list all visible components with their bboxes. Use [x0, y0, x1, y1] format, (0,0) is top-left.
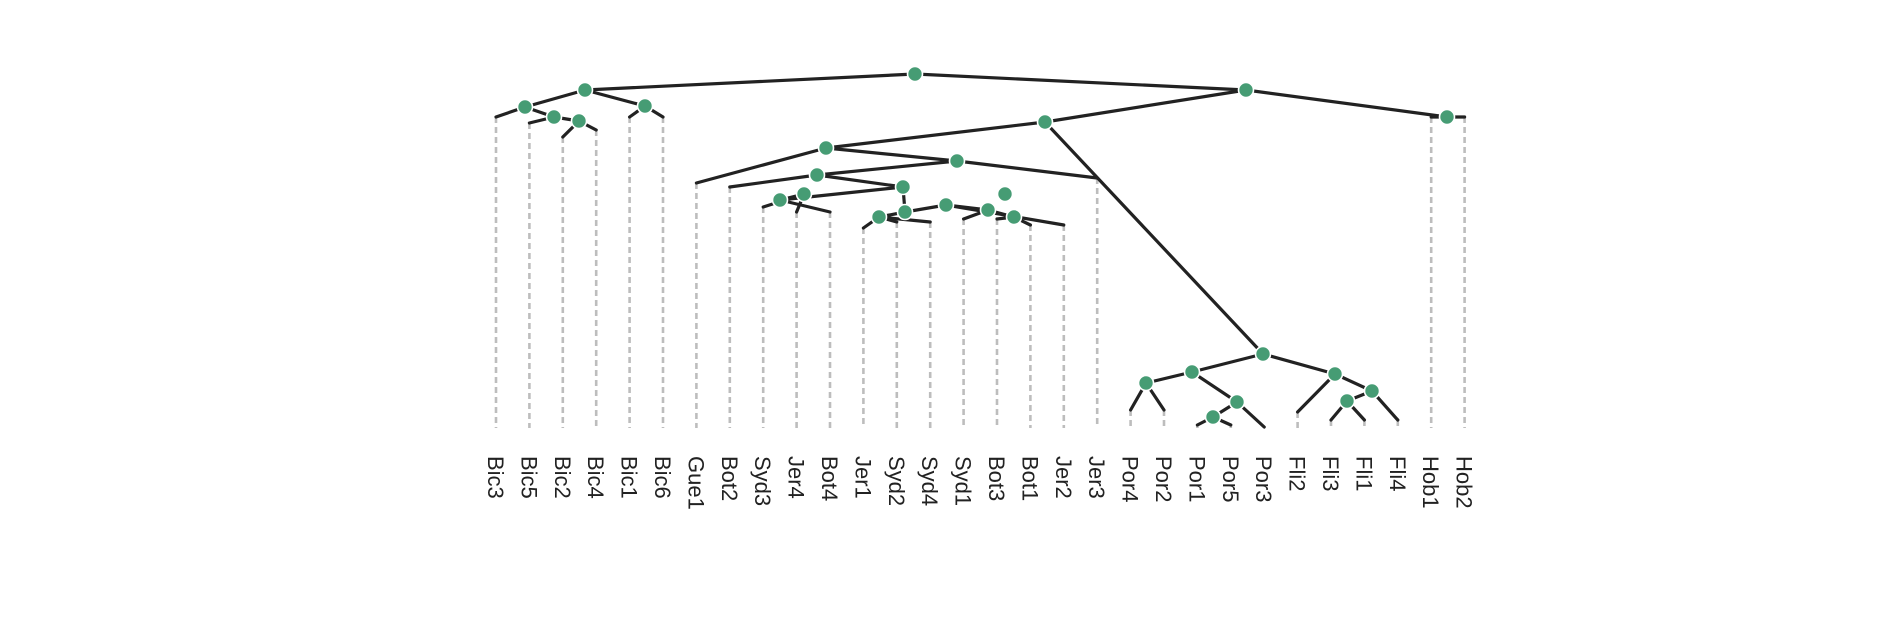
leaf-label-por1: Por1 — [1184, 456, 1209, 502]
internal-nodes — [516, 65, 1456, 426]
branch-q-v — [1261, 352, 1337, 376]
leaf-label-bot4: Bot4 — [817, 456, 842, 501]
branch-a-a4 — [583, 88, 647, 108]
branch-e-gue1 — [694, 146, 828, 185]
leaf-label-bic1: Bic1 — [617, 456, 642, 499]
tree-branches — [494, 72, 1467, 429]
branch-f-jer3 — [955, 159, 1099, 180]
branch-root-b — [913, 72, 1248, 92]
tree-node — [1363, 382, 1381, 400]
leaf-label-bic4: Bic4 — [583, 456, 608, 499]
leaf-label-jer2: Jer2 — [1051, 456, 1076, 499]
tree-node — [808, 166, 826, 184]
tree-node — [979, 201, 997, 219]
leaf-label-syd3: Syd3 — [750, 456, 775, 506]
leaf-label-por4: Por4 — [1118, 456, 1143, 502]
leaf-label-bot1: Bot1 — [1017, 456, 1042, 501]
leaf-label-fli2: Fli2 — [1285, 456, 1310, 491]
tree-node — [817, 139, 835, 157]
tree-node — [1237, 81, 1255, 99]
tree-node — [1036, 113, 1054, 131]
leaf-label-jer4: Jer4 — [784, 456, 809, 499]
branch-j-bot4 — [778, 198, 832, 214]
tree-node — [1338, 392, 1356, 410]
leaf-labels: Bic3 Bic5 Bic2 Bic4 Bic1 Bic6 Gue1 Bot2 Syd3 Jer4… — [483, 456, 1477, 510]
leaf-label-jer3: Jer3 — [1084, 456, 1109, 499]
leaf-label-bot2: Bot2 — [717, 456, 742, 501]
tree-node — [996, 185, 1014, 203]
leaf-label-syd2: Syd2 — [884, 456, 909, 506]
leaf-label-bot3: Bot3 — [984, 456, 1009, 501]
leaf-label-bic3: Bic3 — [483, 456, 508, 499]
branch-b-d — [1244, 88, 1449, 119]
leaf-label-syd4: Syd4 — [917, 456, 942, 506]
tree-node — [771, 191, 789, 209]
tree-node — [516, 98, 534, 116]
branch-g-bot2 — [728, 173, 819, 189]
branch-root-a — [583, 72, 917, 92]
leaf-label-hob2: Hob2 — [1452, 456, 1477, 509]
branch-c-q — [1043, 120, 1265, 356]
branch-a-a1 — [523, 88, 587, 109]
leaf-label-bic2: Bic2 — [550, 456, 575, 499]
tree-node — [937, 196, 955, 214]
tree-node — [894, 178, 912, 196]
branch-b-c — [1043, 88, 1248, 124]
leaf-label-fli4: Fli4 — [1385, 456, 1410, 491]
tree-node — [1137, 374, 1155, 392]
tree-node — [1005, 208, 1023, 226]
leaf-label-jer1: Jer1 — [850, 456, 875, 499]
branch-f-g — [815, 159, 959, 177]
leaf-label-syd1: Syd1 — [951, 456, 976, 506]
leaf-label-por3: Por3 — [1251, 456, 1276, 502]
tree-node — [1204, 408, 1222, 426]
tree-node — [948, 152, 966, 170]
branch-r-t — [1190, 370, 1239, 404]
tree-node — [795, 185, 813, 203]
tree-node — [1326, 365, 1344, 383]
leaf-label-fli3: Fli3 — [1318, 456, 1343, 491]
leaf-label-por5: Por5 — [1218, 456, 1243, 502]
tree-node — [636, 97, 654, 115]
leaf-label-por2: Por2 — [1151, 456, 1176, 502]
branch-c-e — [824, 120, 1047, 150]
tree-node — [1438, 108, 1456, 126]
tree-node — [576, 81, 594, 99]
tree-node — [545, 108, 563, 126]
leaf-drop-lines — [494, 117, 1466, 428]
tree-node — [1254, 345, 1272, 363]
tree-node — [570, 112, 588, 130]
tree-node — [906, 65, 924, 83]
leaf-label-hob1: Hob1 — [1418, 456, 1443, 509]
branch-e-f — [824, 146, 959, 163]
branch-q-r — [1190, 352, 1265, 374]
leaf-label-bic6: Bic6 — [650, 456, 675, 499]
tree-node — [896, 203, 914, 221]
tree-node — [1183, 363, 1201, 381]
leaf-label-fli1: Fli1 — [1351, 456, 1376, 491]
tree-node — [1228, 393, 1246, 411]
branch-v-fli2 — [1295, 372, 1337, 414]
leaf-label-bic5: Bic5 — [516, 456, 541, 499]
tree-node — [870, 208, 888, 226]
branch-g-h — [815, 173, 905, 189]
leaf-label-gue1: Gue1 — [683, 456, 708, 510]
